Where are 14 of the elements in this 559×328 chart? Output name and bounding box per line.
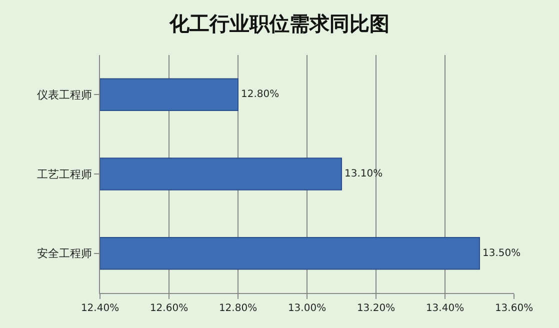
data-label: 13.10% [344, 168, 383, 180]
y-tick-label: 工艺工程师 [36, 168, 92, 181]
data-label: 13.50% [482, 248, 521, 259]
x-tick-label: 12.40% [80, 303, 120, 314]
x-tick-label: 12.60% [150, 303, 188, 314]
y-tick-label: 仪表工程师 [36, 88, 92, 102]
x-tick-label: 13.40% [426, 303, 464, 314]
x-tick-label: 13.00% [288, 303, 326, 314]
chart-title: 化工行业职位需求同比图 [168, 11, 390, 36]
data-label: 12.80% [241, 89, 280, 100]
y-tick-label: 安全工程师 [36, 247, 92, 260]
x-tick-label: 13.60% [494, 303, 534, 314]
x-tick-label: 13.20% [356, 303, 396, 314]
x-tick-label: 12.80% [218, 303, 258, 314]
